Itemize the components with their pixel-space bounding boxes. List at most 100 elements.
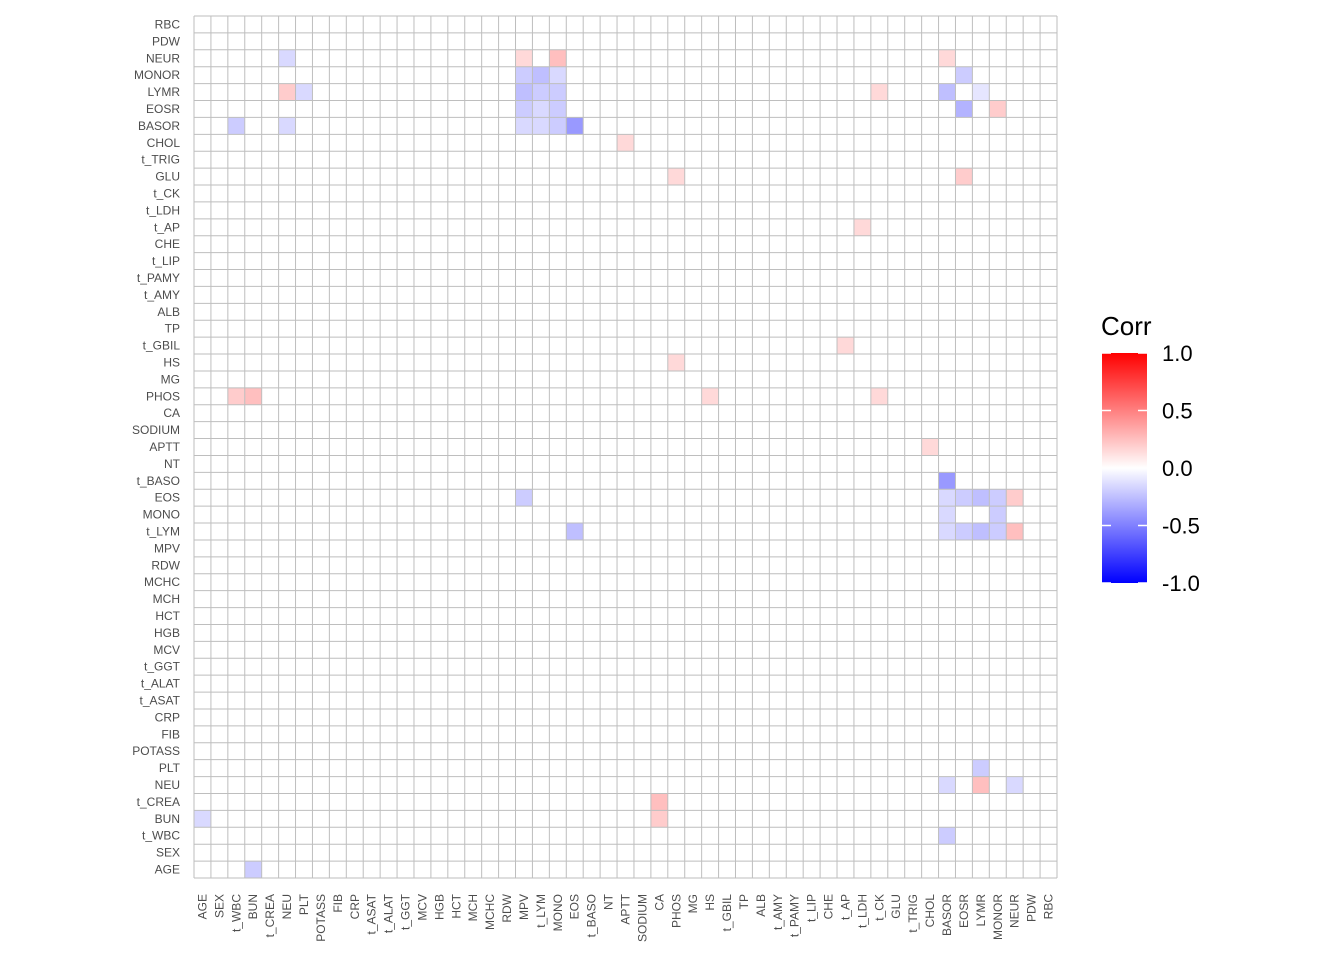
heatmap-cell	[515, 49, 533, 67]
y-tick-label: TP	[165, 322, 180, 336]
x-tick-label: t_AMY	[771, 894, 785, 930]
heatmap-cell	[1006, 523, 1024, 540]
x-tick-label: t_ASAT	[365, 893, 379, 934]
x-tick-label: t_TRIG	[906, 894, 920, 933]
x-tick-label: MG	[686, 894, 700, 913]
x-tick-label: LYMR	[974, 894, 988, 927]
x-tick-label: t_WBC	[229, 894, 243, 932]
heatmap-cell	[938, 827, 956, 845]
heatmap-cell	[515, 100, 533, 118]
heatmap-cell	[244, 387, 262, 405]
heatmap-cell	[549, 100, 567, 118]
y-tick-label: t_LIP	[152, 254, 180, 268]
y-tick-label: GLU	[155, 170, 180, 184]
legend-tick-label: 1.0	[1162, 341, 1193, 366]
legend-tick-label: -1.0	[1162, 571, 1200, 596]
heatmap-cells	[194, 49, 1024, 878]
x-tick-label: NEUR	[1008, 894, 1022, 928]
x-tick-label: SEX	[212, 894, 226, 918]
heatmap-cell	[989, 100, 1007, 118]
y-tick-label: RBC	[155, 17, 181, 31]
x-tick-label: HGB	[432, 894, 446, 920]
heatmap-cell	[701, 387, 719, 405]
y-tick-label: CHOL	[147, 136, 181, 150]
x-tick-label: t_LIP	[805, 894, 819, 922]
y-tick-label: HGB	[154, 626, 180, 640]
x-tick-label: POTASS	[314, 894, 328, 942]
x-tick-label: t_LYM	[534, 894, 548, 928]
heatmap-cell	[837, 337, 854, 355]
y-tick-label: EOSR	[146, 102, 180, 116]
x-tick-label: t_BASO	[585, 894, 599, 937]
heatmap-cell	[549, 66, 567, 84]
heatmap-cell	[921, 438, 939, 456]
y-tick-label: SODIUM	[132, 423, 180, 437]
y-tick-label: MONO	[143, 508, 180, 522]
y-tick-label: HS	[163, 355, 180, 369]
y-tick-label: PHOS	[146, 389, 180, 403]
heatmap-cell	[955, 489, 973, 507]
heatmap-cell	[278, 49, 296, 67]
y-tick-label: NEUR	[146, 51, 180, 65]
x-tick-label: MONO	[551, 894, 565, 931]
y-tick-label: t_PAMY	[137, 271, 180, 285]
legend-title: Corr	[1101, 311, 1152, 341]
x-tick-label: MCH	[466, 894, 480, 921]
x-tick-label: PLT	[297, 893, 311, 915]
legend-tick-label: -0.5	[1162, 514, 1200, 539]
heatmap-cell	[244, 861, 262, 878]
y-tick-label: POTASS	[132, 744, 180, 758]
heatmap-cell	[955, 523, 973, 540]
legend-ticks: 1.0 0.5 0.0 -0.5 -1.0	[1102, 341, 1200, 596]
heatmap-cell	[667, 168, 685, 186]
x-tick-label: FIB	[331, 894, 345, 913]
y-tick-label: AGE	[155, 863, 180, 877]
heatmap-cell	[972, 489, 990, 507]
y-tick-label: NEU	[155, 778, 180, 792]
y-tick-label: MCV	[153, 643, 180, 657]
heatmap-cell	[617, 134, 634, 152]
x-tick-label: MPV	[517, 894, 531, 920]
x-tick-label: t_ALAT	[382, 893, 396, 933]
heatmap-cell	[227, 387, 245, 405]
y-tick-label: t_TRIG	[141, 153, 180, 167]
x-tick-label: MCHC	[483, 894, 497, 930]
x-tick-label: GLU	[889, 894, 903, 919]
x-tick-label: t_PAMY	[788, 894, 802, 937]
x-tick-label: MONOR	[991, 894, 1005, 940]
x-axis-tick-labels: AGE SEX t_WBC BUN t_CREA NEU PLT POTASS FIB CRP t_…	[195, 893, 1055, 942]
legend-tick-label: 0.5	[1162, 399, 1193, 424]
heatmap-cell	[650, 810, 668, 828]
y-tick-label: MPV	[154, 541, 180, 555]
heatmap-cell	[667, 354, 685, 371]
y-tick-label: BASOR	[138, 119, 180, 133]
heatmap-cell	[938, 83, 956, 101]
x-tick-label: PHOS	[669, 894, 683, 928]
heatmap-cell	[532, 66, 550, 84]
heatmap-cell	[955, 66, 973, 84]
legend: Corr 1.0 0.5 0.0 -0.5 -1.0	[1101, 311, 1200, 596]
y-axis-tick-labels: AGE SEX t_WBC BUN t_CREA NEU PLT POTASS FIB CRP t_…	[132, 17, 181, 876]
heatmap-cell	[989, 506, 1007, 524]
x-tick-label: NEU	[280, 894, 294, 919]
y-tick-label: t_ASAT	[140, 694, 181, 708]
x-tick-label: ALB	[754, 894, 768, 917]
heatmap-cell	[515, 83, 533, 101]
legend-tick-label: 0.0	[1162, 456, 1193, 481]
x-tick-label: CHOL	[923, 894, 937, 928]
heatmap-cell	[650, 793, 668, 811]
heatmap-cell	[278, 83, 296, 101]
y-tick-label: t_ALAT	[141, 677, 181, 691]
x-tick-label: t_CK	[872, 894, 886, 921]
heatmap-cell	[566, 523, 584, 540]
y-tick-label: PDW	[152, 34, 181, 48]
y-tick-label: t_GGT	[144, 660, 181, 674]
y-tick-label: ALB	[157, 305, 180, 319]
y-tick-label: CHE	[155, 237, 180, 251]
x-tick-label: t_GGT	[399, 893, 413, 930]
x-tick-label: APTT	[619, 893, 633, 924]
y-tick-label: HCT	[155, 609, 180, 623]
y-tick-label: t_CK	[153, 186, 180, 200]
x-tick-label: HCT	[449, 893, 463, 918]
x-tick-label: t_AP	[838, 894, 852, 920]
